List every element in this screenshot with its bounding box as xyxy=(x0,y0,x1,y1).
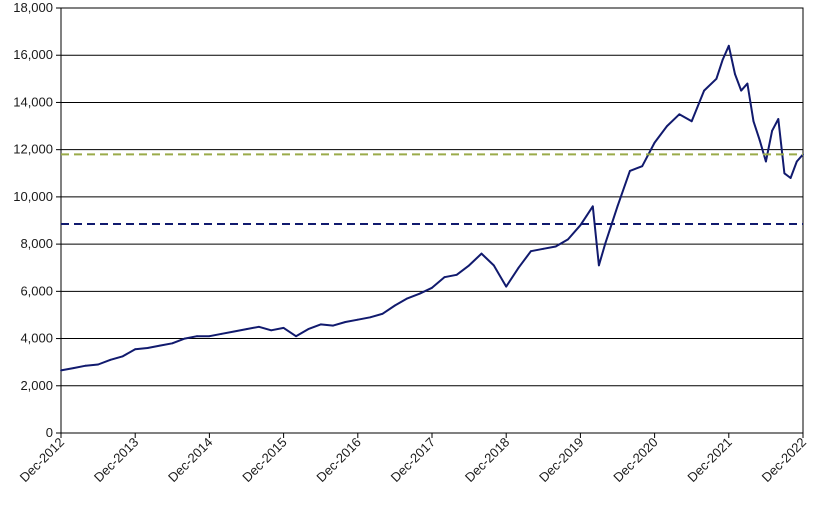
data-point xyxy=(332,324,334,327)
x-tick-label: Dec-2014 xyxy=(165,435,215,485)
data-point xyxy=(406,297,409,300)
x-tick-label: Dec-2021 xyxy=(684,435,734,485)
data-point xyxy=(752,120,755,123)
data-point xyxy=(690,120,693,123)
data-point xyxy=(369,316,372,319)
data-point xyxy=(183,337,186,340)
data-point xyxy=(703,89,705,92)
data-point xyxy=(443,276,446,279)
data-point xyxy=(629,170,631,172)
data-point xyxy=(245,328,248,330)
data-point xyxy=(208,335,211,338)
data-point xyxy=(109,358,112,361)
data-point xyxy=(72,367,75,369)
y-tick-label: 0 xyxy=(46,425,53,440)
data-point xyxy=(554,245,557,248)
data-point xyxy=(171,342,174,345)
data-point xyxy=(579,224,582,227)
y-tick-label: 8,000 xyxy=(20,236,53,251)
data-point xyxy=(585,214,588,217)
data-point xyxy=(480,252,483,255)
data-point xyxy=(727,44,730,47)
data-point xyxy=(604,243,606,246)
data-point xyxy=(270,329,273,332)
data-point xyxy=(394,304,396,307)
x-tick-label: Dec-2015 xyxy=(239,435,289,485)
data-point xyxy=(381,312,384,315)
x-tick-label: Dec-2019 xyxy=(536,435,586,485)
data-point xyxy=(220,332,223,335)
data-point xyxy=(492,264,495,267)
plot-frame xyxy=(60,7,804,434)
data-point xyxy=(783,172,786,175)
data-point xyxy=(344,321,347,323)
data-point xyxy=(721,59,724,61)
data-point xyxy=(777,118,780,120)
data-point xyxy=(740,89,743,92)
data-point xyxy=(715,77,718,80)
data-point xyxy=(666,125,668,127)
data-point xyxy=(746,82,749,85)
x-tick-label: Dec-2017 xyxy=(388,435,438,485)
data-point xyxy=(282,327,285,329)
data-point xyxy=(598,264,600,267)
data-point xyxy=(418,292,421,295)
data-point xyxy=(258,325,260,328)
data-point xyxy=(233,330,236,333)
data-point xyxy=(517,266,520,269)
data-point xyxy=(505,285,508,288)
data-point xyxy=(134,348,137,351)
data-point xyxy=(455,273,458,276)
y-tick-label: 16,000 xyxy=(13,47,53,62)
data-point xyxy=(758,139,761,142)
grid xyxy=(61,54,803,387)
y-tick-label: 2,000 xyxy=(20,378,53,393)
x-tick-label: Dec-2022 xyxy=(759,435,809,485)
data-point xyxy=(84,364,87,367)
data-point xyxy=(567,238,569,241)
data-point xyxy=(530,250,532,253)
data-point xyxy=(765,160,767,163)
data-point xyxy=(616,205,619,208)
y-tick-label: 4,000 xyxy=(20,331,53,346)
index-line xyxy=(60,44,804,372)
data-point xyxy=(431,286,433,289)
data-point xyxy=(468,264,470,267)
x-tick-label: Dec-2018 xyxy=(462,435,512,485)
data-point xyxy=(196,335,198,338)
x-tick-label: Dec-2016 xyxy=(313,435,363,485)
data-point xyxy=(295,335,297,338)
tick-labels: 0 2,000 4,000 6,000 8,000 10,000 12,000 14,000 1… xyxy=(13,0,809,485)
data-point xyxy=(319,323,322,326)
y-tick-label: 6,000 xyxy=(20,283,53,298)
x-tick-label: Dec-2012 xyxy=(17,435,67,485)
y-tick-label: 10,000 xyxy=(13,189,53,204)
data-point xyxy=(678,113,681,116)
data-point xyxy=(771,129,773,132)
data-point xyxy=(159,344,161,347)
data-point xyxy=(97,363,99,366)
data-point xyxy=(121,355,124,358)
data-point xyxy=(591,205,594,208)
data-point xyxy=(734,73,736,75)
data-point xyxy=(789,177,792,179)
data-point xyxy=(542,247,545,250)
y-tick-label: 14,000 xyxy=(13,94,53,109)
series xyxy=(60,44,804,372)
x-tick-label: Dec-2013 xyxy=(91,435,141,485)
axes xyxy=(56,7,804,438)
data-point xyxy=(795,160,798,163)
data-point xyxy=(641,165,644,168)
data-point xyxy=(60,369,62,372)
data-point xyxy=(653,141,656,144)
y-tick-label: 12,000 xyxy=(13,142,53,157)
data-point xyxy=(307,328,310,330)
data-point xyxy=(146,347,149,349)
data-point xyxy=(356,318,359,321)
x-tick-label: Dec-2020 xyxy=(610,435,660,485)
y-tick-label: 18,000 xyxy=(13,0,53,15)
